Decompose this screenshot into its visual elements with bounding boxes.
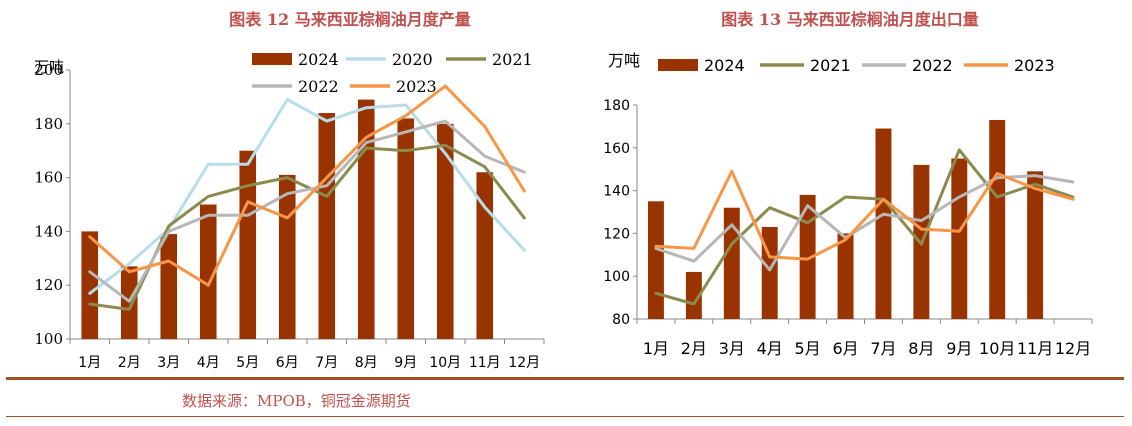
bar-2024 xyxy=(397,118,415,339)
series-line-2021 xyxy=(654,148,1075,306)
y-tick-label: 140 xyxy=(603,184,630,200)
bar-2024 xyxy=(199,204,217,339)
y-tick-label: 180 xyxy=(603,98,630,114)
y-tick-label: 100 xyxy=(34,330,63,348)
bar-2024 xyxy=(239,150,257,339)
bar-2024 xyxy=(318,113,336,339)
bar-2024 xyxy=(1027,171,1044,319)
y-axis-label: 万吨 xyxy=(608,51,640,70)
bar-2024 xyxy=(436,123,454,339)
x-tick-label: 9月 xyxy=(946,339,972,358)
x-tick-label: 2月 xyxy=(118,355,141,371)
x-tick-label: 3月 xyxy=(719,339,745,358)
x-tick-label: 7月 xyxy=(315,355,338,371)
series-line-2020 xyxy=(88,98,526,295)
legend-swatch-2024 xyxy=(252,53,292,65)
series-line-2023 xyxy=(654,169,1075,261)
y-tick-label: 120 xyxy=(34,276,63,294)
x-tick-label: 12月 xyxy=(508,355,540,371)
bar-2024 xyxy=(951,158,968,319)
series-line-2023 xyxy=(88,84,526,287)
x-tick-label: 6月 xyxy=(276,355,299,371)
legend-swatch-2024 xyxy=(658,59,698,71)
bar-2024 xyxy=(278,174,296,339)
x-tick-label: 8月 xyxy=(908,339,934,358)
legend-label-2020: 2020 xyxy=(392,50,433,69)
bar-2024 xyxy=(989,119,1006,319)
legend-label-2024: 2024 xyxy=(298,50,339,69)
legend-label-2023: 2023 xyxy=(396,77,437,96)
x-tick-label: 1月 xyxy=(643,339,669,358)
y-tick-label: 200 xyxy=(34,61,63,79)
x-tick-label: 2月 xyxy=(681,339,707,358)
bar-2024 xyxy=(81,231,99,339)
x-tick-label: 4月 xyxy=(197,355,220,371)
legend-label-2021: 2021 xyxy=(810,56,851,75)
footer-divider xyxy=(6,377,1124,380)
legend-label-2024: 2024 xyxy=(704,56,745,75)
bar-2024 xyxy=(875,128,892,319)
x-tick-label: 9月 xyxy=(394,355,417,371)
chart-title-production: 图表 12 马来西亚棕榈油月度产量 xyxy=(229,10,471,29)
bar-2024 xyxy=(647,201,664,319)
x-tick-label: 10月 xyxy=(979,339,1015,358)
y-tick-label: 80 xyxy=(612,312,630,328)
x-tick-label: 4月 xyxy=(757,339,783,358)
x-tick-label: 12月 xyxy=(1055,339,1091,358)
x-tick-label: 1月 xyxy=(78,355,101,371)
y-tick-label: 160 xyxy=(34,169,63,187)
x-tick-label: 6月 xyxy=(832,339,858,358)
footer-divider-thin xyxy=(6,416,1124,417)
x-tick-label: 8月 xyxy=(355,355,378,371)
series-line-2022 xyxy=(654,174,1075,272)
export-chart: 80 100 120 140 160 180 1月 2月 3月 4月 5月 6月 7月 8月 9月 10月 11… xyxy=(603,51,1093,358)
series-line-2022 xyxy=(88,119,526,303)
legend-label-2022: 2022 xyxy=(912,56,953,75)
legend-label-2022: 2022 xyxy=(298,77,339,96)
y-axis-label: 万吨 xyxy=(34,58,64,76)
x-tick-label: 3月 xyxy=(157,355,180,371)
bar-2024 xyxy=(476,172,494,339)
x-tick-label: 10月 xyxy=(429,355,461,371)
bar-2024 xyxy=(357,99,375,339)
chart-title-export: 图表 13 马来西亚棕榈油月度出口量 xyxy=(721,10,979,29)
x-tick-label: 5月 xyxy=(236,355,259,371)
x-tick-label: 11月 xyxy=(1017,339,1053,358)
bar-2024 xyxy=(160,234,178,339)
source-note: 数据来源：MPOB，铜冠金源期货 xyxy=(182,392,411,410)
y-tick-label: 100 xyxy=(603,269,630,285)
bar-2024 xyxy=(723,207,740,319)
legend-label-2021: 2021 xyxy=(492,50,533,69)
x-tick-label: 11月 xyxy=(469,355,501,371)
bar-2024 xyxy=(837,233,854,319)
production-chart: 100 120 140 160 180 200 1月 2月 3月 4月 5月 6月 7月 8月 9月 10月 1… xyxy=(34,50,545,371)
y-tick-label: 140 xyxy=(34,222,63,240)
x-tick-label: 7月 xyxy=(870,339,896,358)
y-tick-label: 180 xyxy=(34,115,63,133)
series-line-2021 xyxy=(88,143,526,311)
bar-2024 xyxy=(685,271,702,319)
x-tick-label: 5月 xyxy=(795,339,821,358)
bar-2024 xyxy=(799,194,816,319)
legend-label-2023: 2023 xyxy=(1014,56,1055,75)
y-tick-label: 120 xyxy=(603,226,630,242)
y-tick-label: 160 xyxy=(603,141,630,157)
